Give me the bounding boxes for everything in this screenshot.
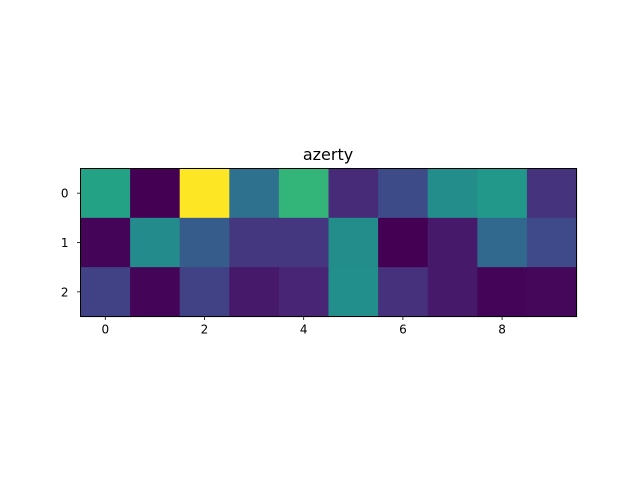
- y-tick-label: 0: [61, 187, 69, 201]
- y-axis: 0 1 2: [61, 187, 81, 299]
- heatmap-cell: [179, 168, 230, 219]
- heatmap-cell: [477, 267, 528, 318]
- heatmap-cell: [278, 267, 330, 318]
- heatmap-cell: [328, 168, 379, 219]
- heatmap-cell: [130, 267, 181, 318]
- chart-title: azerty: [303, 145, 353, 164]
- heatmap-cell: [427, 217, 478, 268]
- heatmap-cell: [179, 267, 230, 318]
- heatmap-cell: [130, 217, 181, 268]
- y-tick-label: 1: [61, 236, 69, 250]
- x-axis: 0 2 4 6 8: [101, 316, 506, 337]
- heatmap-cell: [278, 168, 330, 219]
- heatmap-cell: [427, 267, 478, 318]
- heatmap-cell: [229, 168, 280, 219]
- x-tick-label: 0: [101, 323, 109, 337]
- heatmap-cell: [278, 217, 330, 268]
- heatmap-cell: [427, 168, 478, 219]
- heatmap-cell: [477, 217, 528, 268]
- heatmap-cell: [328, 217, 379, 268]
- heatmap-cell: [526, 168, 578, 219]
- heatmap-cell: [378, 168, 429, 219]
- heatmap-cell: [378, 217, 429, 268]
- x-tick-label: 4: [300, 323, 308, 337]
- heatmap-cell: [80, 217, 131, 268]
- heatmap-cell: [229, 217, 280, 268]
- heatmap-cell: [179, 217, 230, 268]
- heatmap-cell: [130, 168, 181, 219]
- heatmap-cell: [526, 267, 578, 318]
- x-tick-label: 6: [399, 323, 407, 337]
- heatmap-cell: [378, 267, 429, 318]
- heatmap-cell: [80, 168, 131, 219]
- x-tick-label: 2: [201, 323, 209, 337]
- heatmap-cell: [328, 267, 379, 318]
- y-tick-label: 2: [61, 285, 69, 299]
- x-tick-label: 8: [498, 323, 506, 337]
- heatmap-cell: [477, 168, 528, 219]
- heatmap-cell: [526, 217, 578, 268]
- heatmap-cell: [229, 267, 280, 318]
- heatmap-cell: [80, 267, 131, 318]
- heatmap-cells: [80, 168, 578, 318]
